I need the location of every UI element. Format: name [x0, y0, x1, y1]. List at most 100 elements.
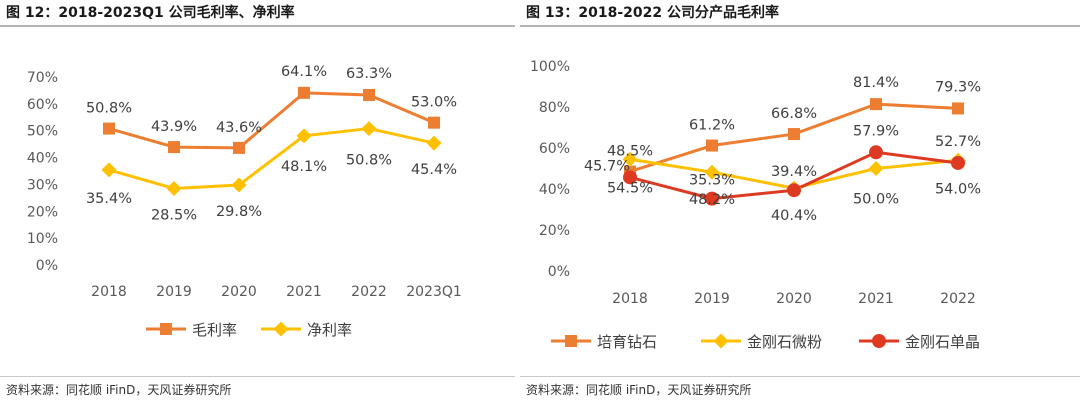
data-label-series-1: 28.5% — [151, 207, 197, 223]
data-point-series-0 — [952, 102, 964, 115]
source-note-left: 资料来源：同花顺 iFinD，天风证券研究所 — [6, 383, 232, 397]
y-tick-label: 60% — [27, 97, 58, 113]
data-label-series-0: 50.8% — [86, 101, 132, 117]
x-tick-label: 2021 — [286, 284, 322, 300]
title-rule-right — [520, 25, 1080, 27]
data-label-series-0: 53.0% — [411, 95, 457, 111]
data-point-series-0 — [870, 98, 882, 111]
chart-panel-right: 图 13：2018-2022 公司分产品毛利率 0% 20% 40% 60% 80% 10… — [520, 0, 1080, 406]
x-tick-label: 2023Q1 — [406, 284, 462, 300]
x-tick-label: 2019 — [694, 291, 730, 307]
chart-panel-left: 图 12：2018-2023Q1 公司毛利率、净利率 0% 10% 20% 30% 40… — [0, 0, 515, 406]
data-label-series-1: 50.0% — [853, 192, 899, 208]
data-label-series-0: 81.4% — [853, 75, 899, 91]
data-label-series-0: 64.1% — [281, 64, 327, 80]
data-label-series-2: 52.7% — [935, 134, 981, 150]
data-label-series-1: 35.4% — [86, 191, 132, 207]
x-tick-label: 2020 — [221, 284, 257, 300]
chart-title-left: 图 12：2018-2023Q1 公司毛利率、净利率 — [6, 5, 295, 21]
data-point-series-2 — [951, 155, 965, 170]
source-note-right: 资料来源：同花顺 iFinD，天风证券研究所 — [526, 383, 752, 397]
legend-marker-0 — [160, 323, 172, 335]
data-point-series-1 — [101, 162, 117, 178]
data-point-series-0 — [428, 116, 440, 129]
data-point-series-0 — [363, 88, 375, 101]
legend-marker-2 — [872, 334, 886, 348]
data-label-series-0: 43.9% — [151, 119, 197, 135]
data-point-series-0 — [103, 122, 115, 135]
data-point-series-1 — [166, 180, 182, 196]
data-label-series-2: 45.7% — [584, 158, 630, 174]
y-tick-label: 0% — [548, 264, 570, 280]
y-tick-label: 0% — [36, 258, 58, 274]
data-label-series-1: 40.4% — [771, 208, 817, 224]
legend-label-0: 培育钻石 — [597, 333, 657, 351]
legend-marker-1 — [273, 321, 289, 337]
data-point-series-2 — [787, 183, 801, 198]
data-label-series-1: 48.1% — [281, 159, 327, 175]
data-label-series-1: 29.8% — [216, 204, 262, 220]
data-point-series-0 — [788, 128, 800, 141]
x-tick-label: 2018 — [612, 291, 648, 307]
y-tick-label: 80% — [539, 100, 570, 116]
chart-left-svg: 0% 10% 20% 30% 40% 50% 60% 70% 2018 2019 2020 2021 2… — [27, 64, 462, 339]
y-tick-label: 20% — [539, 223, 570, 239]
y-tick-label: 100% — [530, 59, 570, 75]
data-point-series-1 — [296, 128, 312, 144]
data-point-series-1 — [622, 151, 638, 167]
y-tick-label: 10% — [27, 231, 58, 247]
legend-label-2: 金刚石单晶 — [905, 333, 980, 351]
y-tick-label: 50% — [27, 124, 58, 140]
data-point-series-0 — [233, 141, 245, 154]
data-point-series-2 — [623, 170, 637, 185]
series-line-1 — [108, 127, 435, 190]
y-tick-label: 40% — [539, 182, 570, 198]
legend-label-1: 金刚石微粉 — [747, 333, 822, 351]
y-tick-label: 40% — [27, 151, 58, 167]
data-label-series-0: 43.6% — [216, 120, 262, 136]
data-label-series-0: 48.5% — [607, 144, 653, 160]
y-tick-label: 20% — [27, 204, 58, 220]
data-point-series-0 — [298, 86, 310, 99]
y-tick-label: 60% — [539, 141, 570, 157]
source-rule-left — [0, 376, 515, 377]
x-tick-label: 2018 — [91, 284, 127, 300]
x-tick-label: 2022 — [940, 291, 976, 307]
x-tick-label: 2020 — [776, 291, 812, 307]
legend-marker-1 — [713, 333, 729, 349]
data-label-series-2: 35.3% — [689, 173, 735, 189]
data-point-series-0 — [168, 141, 180, 154]
data-point-series-1 — [868, 161, 884, 176]
data-point-series-2 — [869, 145, 883, 160]
x-tick-label: 2021 — [858, 291, 894, 307]
data-label-series-0: 63.3% — [346, 66, 392, 82]
legend-marker-0 — [565, 335, 577, 347]
data-label-series-0: 79.3% — [935, 79, 981, 95]
data-label-series-2: 57.9% — [853, 123, 899, 139]
data-label-series-0: 66.8% — [771, 106, 817, 122]
data-point-series-0 — [706, 139, 718, 152]
series-line-0 — [108, 91, 435, 150]
x-tick-label: 2022 — [351, 284, 387, 300]
title-rule-left — [0, 25, 515, 27]
data-label-series-1: 48.2% — [689, 192, 735, 208]
data-label-series-1: 54.0% — [935, 181, 981, 197]
legend-label-0: 毛利率 — [192, 321, 237, 339]
chart-right-svg: 0% 20% 40% 60% 80% 100% 2018 2019 2020 2021 2022 48… — [530, 59, 981, 351]
data-label-series-1: 54.5% — [607, 180, 653, 196]
source-rule-right — [520, 376, 1080, 377]
data-point-series-1 — [231, 177, 247, 193]
data-label-series-1: 50.8% — [346, 153, 392, 169]
data-point-series-1 — [704, 164, 720, 180]
y-tick-label: 30% — [27, 177, 58, 193]
data-label-series-0: 61.2% — [689, 118, 735, 134]
data-point-series-2 — [705, 191, 719, 206]
legend-label-1: 净利率 — [307, 321, 352, 339]
y-tick-label: 70% — [27, 70, 58, 86]
data-point-series-1 — [361, 121, 377, 137]
data-point-series-1 — [426, 135, 442, 151]
x-tick-label: 2019 — [156, 284, 192, 300]
data-label-series-1: 45.4% — [411, 162, 457, 178]
chart-title-right: 图 13：2018-2022 公司分产品毛利率 — [526, 5, 779, 21]
data-label-series-2: 39.4% — [771, 164, 817, 180]
